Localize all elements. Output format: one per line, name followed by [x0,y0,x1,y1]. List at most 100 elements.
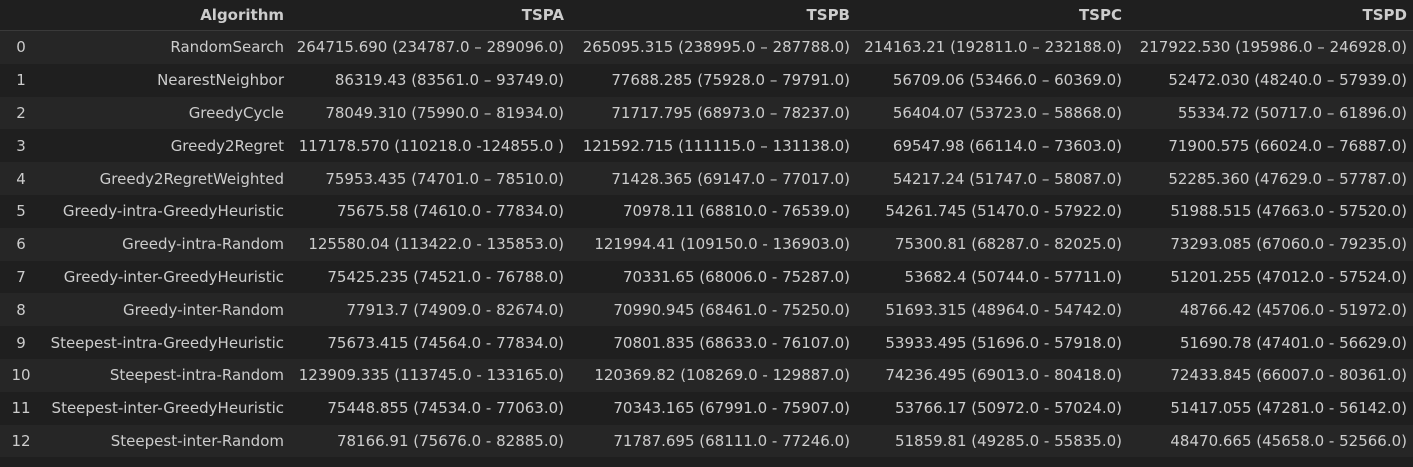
row-index: 3 [0,129,42,163]
cell-tspd: 217922.530 (195986.0 – 246928.0) [1128,30,1413,64]
table-row: 12 Steepest-inter-Random 78166.91 (75676.0… [0,424,1413,458]
cell-tspb: 70801.835 (68633.0 - 76107.0) [570,326,856,359]
row-index: 0 [0,30,42,64]
cell-algorithm: Steepest-intra-Random [42,358,290,392]
row-index: 8 [0,293,42,327]
table-row: 3 Greedy2Regret 117178.570 (110218.0 -1248… [0,129,1413,163]
table-header: Algorithm TSPA TSPB TSPC TSPD [0,0,1413,31]
cell-tspa: 75673.415 (74564.0 - 77834.0) [290,326,570,359]
cell-tspc: 56404.07 (53723.0 – 58868.0) [856,96,1128,130]
table-row: 5 Greedy-intra-GreedyHeuristic 75675.58 (7… [0,194,1413,228]
cell-tspd: 48470.665 (45658.0 - 52566.0) [1128,424,1413,458]
row-index: 9 [0,326,42,359]
cell-tspc: 214163.21 (192811.0 – 232188.0) [856,30,1128,64]
cell-tspa: 264715.690 (234787.0 – 289096.0) [290,30,570,64]
cell-tspc: 51693.315 (48964.0 - 54742.0) [856,293,1128,327]
cell-tspb: 77688.285 (75928.0 – 79791.0) [570,63,856,97]
cell-tspc: 51859.81 (49285.0 - 55835.0) [856,424,1128,458]
cell-tspb: 70343.165 (67991.0 - 75907.0) [570,391,856,425]
cell-algorithm: Steepest-inter-Random [42,424,290,458]
column-header-tspd: TSPD [1128,0,1413,31]
table-body: 0 RandomSearch 264715.690 (234787.0 – 2890… [0,30,1413,458]
cell-tspd: 71900.575 (66024.0 – 76887.0) [1128,129,1413,163]
cell-tspa: 78049.310 (75990.0 – 81934.0) [290,96,570,130]
row-index: 1 [0,63,42,97]
cell-algorithm: Steepest-inter-GreedyHeuristic [42,391,290,425]
cell-tspa: 75675.58 (74610.0 - 77834.0) [290,194,570,228]
table-row: 4 Greedy2RegretWeighted 75953.435 (74701.0… [0,162,1413,195]
cell-tspc: 75300.81 (68287.0 - 82025.0) [856,227,1128,261]
row-index: 10 [0,358,42,392]
cell-tspc: 53933.495 (51696.0 - 57918.0) [856,326,1128,359]
cell-tspb: 121592.715 (111115.0 – 131138.0) [570,129,856,163]
column-header-tspc: TSPC [856,0,1128,31]
cell-tspb: 265095.315 (238995.0 – 287788.0) [570,30,856,64]
column-header-algorithm: Algorithm [42,0,290,31]
column-header-index [0,0,42,31]
cell-tspb: 70331.65 (68006.0 - 75287.0) [570,260,856,294]
row-index: 11 [0,391,42,425]
header-row: Algorithm TSPA TSPB TSPC TSPD [0,0,1413,31]
cell-tspb: 70978.11 (68810.0 - 76539.0) [570,194,856,228]
table-row: 6 Greedy-intra-Random 125580.04 (113422.0 … [0,227,1413,261]
cell-tspc: 53682.4 (50744.0 - 57711.0) [856,260,1128,294]
cell-tspa: 77913.7 (74909.0 - 82674.0) [290,293,570,327]
cell-tspa: 75425.235 (74521.0 - 76788.0) [290,260,570,294]
cell-tspd: 52285.360 (47629.0 – 57787.0) [1128,162,1413,195]
cell-tspd: 51417.055 (47281.0 - 56142.0) [1128,391,1413,425]
row-index: 7 [0,260,42,294]
cell-tspc: 56709.06 (53466.0 – 60369.0) [856,63,1128,97]
cell-tspb: 71717.795 (68973.0 – 78237.0) [570,96,856,130]
row-index: 5 [0,194,42,228]
cell-algorithm: Greedy2RegretWeighted [42,162,290,195]
cell-tspd: 55334.72 (50717.0 – 61896.0) [1128,96,1413,130]
cell-tspd: 48766.42 (45706.0 - 51972.0) [1128,293,1413,327]
cell-tspb: 120369.82 (108269.0 - 129887.0) [570,358,856,392]
cell-tspa: 123909.335 (113745.0 - 133165.0) [290,358,570,392]
cell-tspa: 75953.435 (74701.0 – 78510.0) [290,162,570,195]
cell-algorithm: Greedy2Regret [42,129,290,163]
table-row: 7 Greedy-inter-GreedyHeuristic 75425.235 (… [0,260,1413,294]
cell-tspa: 78166.91 (75676.0 - 82885.0) [290,424,570,458]
cell-tspa: 75448.855 (74534.0 - 77063.0) [290,391,570,425]
table-row: 1 NearestNeighbor 86319.43 (83561.0 – 9374… [0,63,1413,97]
cell-tspa: 117178.570 (110218.0 -124855.0 ) [290,129,570,163]
cell-algorithm: RandomSearch [42,30,290,64]
cell-algorithm: Greedy-inter-GreedyHeuristic [42,260,290,294]
table-row: 9 Steepest-intra-GreedyHeuristic 75673.415… [0,326,1413,359]
table-row: 8 Greedy-inter-Random 77913.7 (74909.0 - 8… [0,293,1413,327]
cell-tspd: 52472.030 (48240.0 – 57939.0) [1128,63,1413,97]
cell-tspc: 54261.745 (51470.0 - 57922.0) [856,194,1128,228]
table-row: 11 Steepest-inter-GreedyHeuristic 75448.85… [0,391,1413,425]
cell-algorithm: Greedy-intra-GreedyHeuristic [42,194,290,228]
row-index: 4 [0,162,42,195]
row-index: 6 [0,227,42,261]
cell-tspb: 70990.945 (68461.0 - 75250.0) [570,293,856,327]
cell-tspa: 125580.04 (113422.0 - 135853.0) [290,227,570,261]
cell-tspb: 121994.41 (109150.0 - 136903.0) [570,227,856,261]
cell-tspd: 73293.085 (67060.0 - 79235.0) [1128,227,1413,261]
cell-algorithm: Greedy-intra-Random [42,227,290,261]
cell-tspb: 71787.695 (68111.0 - 77246.0) [570,424,856,458]
cell-algorithm: GreedyCycle [42,96,290,130]
cell-tspc: 69547.98 (66114.0 – 73603.0) [856,129,1128,163]
cell-tspb: 71428.365 (69147.0 – 77017.0) [570,162,856,195]
cell-tspd: 51201.255 (47012.0 - 57524.0) [1128,260,1413,294]
cell-algorithm: NearestNeighbor [42,63,290,97]
row-index: 2 [0,96,42,130]
column-header-tspb: TSPB [570,0,856,31]
cell-tspc: 53766.17 (50972.0 - 57024.0) [856,391,1128,425]
column-header-tspa: TSPA [290,0,570,31]
cell-tspc: 54217.24 (51747.0 – 58087.0) [856,162,1128,195]
row-index: 12 [0,424,42,458]
cell-tspd: 51988.515 (47663.0 - 57520.0) [1128,194,1413,228]
table-row: 10 Steepest-intra-Random 123909.335 (11374… [0,358,1413,392]
cell-tspa: 86319.43 (83561.0 – 93749.0) [290,63,570,97]
cell-tspd: 51690.78 (47401.0 - 56629.0) [1128,326,1413,359]
cell-algorithm: Greedy-inter-Random [42,293,290,327]
cell-algorithm: Steepest-intra-GreedyHeuristic [42,326,290,359]
cell-tspc: 74236.495 (69013.0 - 80418.0) [856,358,1128,392]
cell-tspd: 72433.845 (66007.0 - 80361.0) [1128,358,1413,392]
